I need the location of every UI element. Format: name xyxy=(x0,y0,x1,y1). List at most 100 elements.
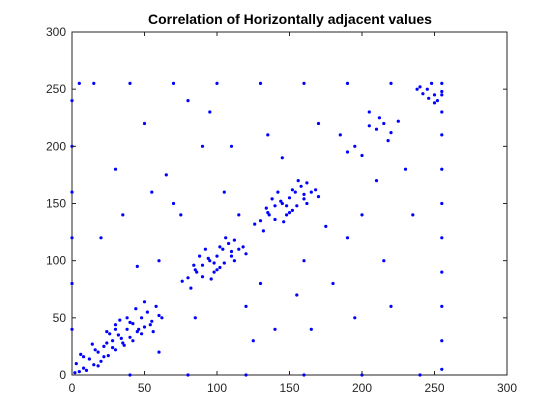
scatter-point xyxy=(229,249,234,254)
scatter-point xyxy=(237,213,241,217)
scatter-point xyxy=(280,201,284,206)
scatter-point xyxy=(287,196,292,200)
scatter-point xyxy=(360,153,364,158)
scatter-point xyxy=(290,208,294,212)
scatter-point xyxy=(432,101,437,105)
scatter-point xyxy=(345,81,350,85)
scatter-point xyxy=(258,219,263,223)
axes-box xyxy=(71,31,508,376)
scatter-point xyxy=(421,92,425,96)
scatter-point xyxy=(73,371,77,375)
y-tick-label: 50 xyxy=(53,311,67,325)
scatter-point xyxy=(267,213,271,217)
scatter-point xyxy=(258,81,263,85)
scatter-point xyxy=(119,336,123,340)
scatter-point xyxy=(82,355,86,359)
scatter-point xyxy=(157,313,161,318)
scatter-point xyxy=(386,139,390,143)
scatter-point xyxy=(157,350,161,354)
scatter-point xyxy=(212,261,216,265)
scatter-point xyxy=(251,339,255,343)
scatter-point xyxy=(302,197,306,201)
scatter-point xyxy=(309,190,313,194)
scatter-point xyxy=(198,254,202,258)
scatter-point xyxy=(118,318,122,322)
y-tick-label: 0 xyxy=(59,368,66,382)
scatter-point xyxy=(440,110,444,114)
scatter-point xyxy=(345,236,350,240)
scatter-point xyxy=(135,330,139,334)
scatter-point xyxy=(208,110,212,114)
scatter-point xyxy=(353,316,357,320)
scatter-point xyxy=(324,224,328,228)
scatter-point xyxy=(111,339,115,343)
x-tick-label: 50 xyxy=(138,381,152,395)
scatter-point xyxy=(113,323,118,327)
scatter-point xyxy=(192,263,196,267)
scatter-point xyxy=(215,254,219,258)
scatter-point xyxy=(215,81,219,85)
scatter-point xyxy=(396,119,400,123)
scatter-point xyxy=(258,281,263,286)
scatter-point xyxy=(222,190,226,194)
scatter-point xyxy=(200,144,205,148)
scatter-point xyxy=(244,373,248,377)
scatter-point xyxy=(206,256,210,260)
x-tick-label: 100 xyxy=(207,381,227,395)
scatter-point xyxy=(209,277,213,281)
scatter-point xyxy=(273,217,277,222)
scatter-point xyxy=(148,323,152,327)
scatter-point xyxy=(125,327,129,331)
scatter-point xyxy=(295,204,299,208)
scatter-point xyxy=(121,341,125,345)
scatter-point xyxy=(128,373,132,377)
scatter-point xyxy=(440,133,444,137)
scatter-point xyxy=(77,81,81,85)
scatter-point xyxy=(403,167,408,171)
scatter-point xyxy=(440,236,444,240)
scatter-point xyxy=(232,238,236,242)
scatter-point xyxy=(121,213,125,217)
scatter-point xyxy=(113,167,118,171)
scatter-point xyxy=(113,327,118,331)
scatter-point xyxy=(280,156,284,160)
scatter-point xyxy=(411,213,415,217)
scatter-point xyxy=(99,236,103,240)
scatter-point xyxy=(70,99,74,103)
scatter-point xyxy=(157,259,161,263)
scatter-point xyxy=(425,87,429,91)
scatter-point xyxy=(440,339,444,343)
scatter-point xyxy=(345,150,350,154)
scatter-point xyxy=(293,190,297,194)
scatter-point xyxy=(102,344,106,348)
scatter-point xyxy=(440,167,444,171)
scatter-point xyxy=(186,99,190,103)
scatter-point xyxy=(241,245,245,249)
y-tick-label: 300 xyxy=(46,25,66,39)
y-tick-label: 100 xyxy=(46,254,66,268)
scatter-point xyxy=(285,204,289,208)
scatter-point xyxy=(367,110,371,114)
scatter-point xyxy=(305,201,309,206)
y-tick-label: 200 xyxy=(46,139,66,153)
scatter-point xyxy=(440,201,444,206)
scatter-point xyxy=(374,179,379,183)
x-tick-label: 300 xyxy=(497,381,517,395)
scatter-point xyxy=(164,173,168,177)
scatter-point xyxy=(77,370,81,374)
scatter-point xyxy=(193,268,197,272)
scatter-point xyxy=(367,124,371,128)
scatter-point xyxy=(111,346,115,350)
ticks-layer: 0 50 100 150 200 250 300 0 50 100 150 200 250 300 xyxy=(46,25,517,395)
scatter-point xyxy=(276,190,280,194)
scatter-point xyxy=(253,222,257,226)
scatter-point xyxy=(96,350,100,354)
scatter-point xyxy=(331,281,335,286)
scatter-point xyxy=(221,247,225,251)
scatter-point xyxy=(186,373,190,377)
points-layer xyxy=(70,81,444,377)
scatter-point xyxy=(229,144,234,148)
scatter-point xyxy=(285,213,289,217)
x-tick-label: 200 xyxy=(352,381,372,395)
